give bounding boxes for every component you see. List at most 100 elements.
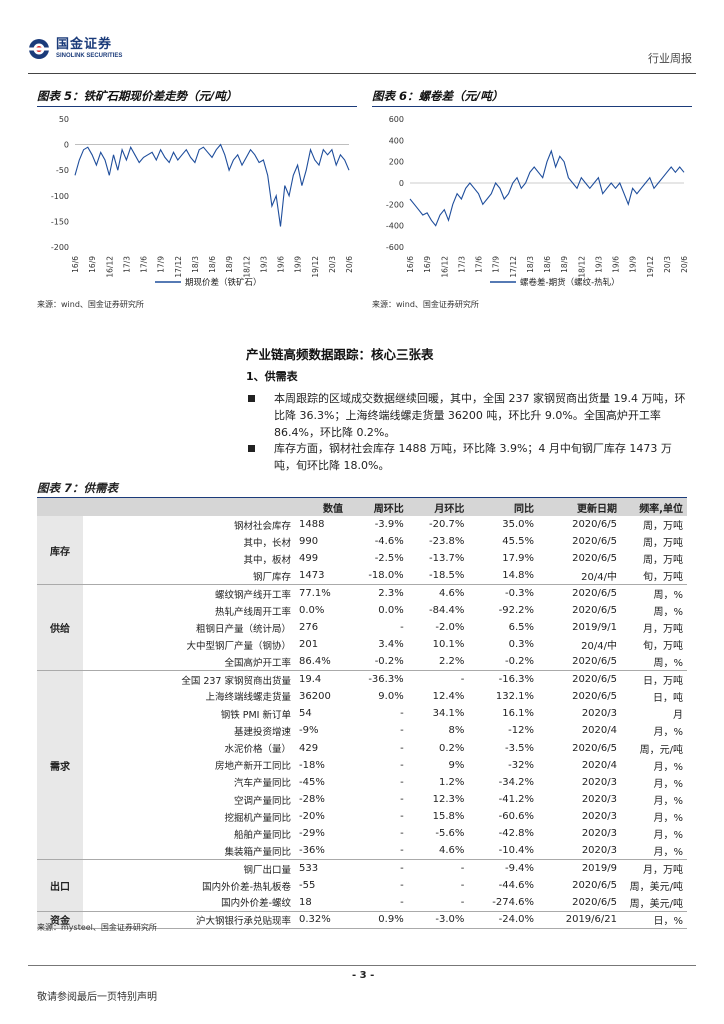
- chart5-ytick-label: -100: [51, 192, 69, 201]
- cell-unit: 周，%: [621, 653, 687, 672]
- cell-mom: 10.1%: [432, 639, 465, 651]
- section-title: 产业链高频数据跟踪：核心三张表: [246, 347, 434, 362]
- chart5-xtick-label: 16/6: [71, 256, 80, 273]
- cell-wow: -: [347, 894, 408, 912]
- figure-5-chart: 50 0 -50 -100 -150 -200 16/6 16/9 16/12 17/3 17/6 1…: [37, 106, 357, 294]
- chart5-xtick-label: 20/3: [328, 256, 337, 273]
- cell-yoy: 17.9%: [502, 553, 535, 565]
- cell-name: 粗钢日产量（统计局）: [195, 623, 291, 635]
- cell-wow: -: [400, 742, 404, 754]
- table-row: 资金 沪大钢银行承兑贴现率 0.32% 0.9% -3.0% -24.0% 2019/6/2…: [37, 911, 687, 930]
- cell-mom: 2.2%: [407, 653, 469, 672]
- cell-val: 990: [299, 536, 319, 548]
- table-row: 粗钢日产量（统计局） 276 - -2.0% 6.5% 2019/9/1 月，万吨: [37, 619, 687, 636]
- chart5-xtick-label: 18/6: [208, 256, 217, 273]
- table-row: 其中，板材 499 -2.5% -13.7% 17.9% 2020/6/5 周，万吨: [37, 550, 687, 567]
- chart5-xtick-label: 17/6: [140, 256, 149, 273]
- cell-val: 36200: [299, 690, 331, 702]
- chart5-xtick-label: 19/12: [311, 256, 320, 278]
- cell-mom: -13.7%: [429, 553, 465, 565]
- chart6-legend-label: 螺卷差-期货（螺纹-热轧）: [520, 277, 620, 288]
- cell-date: 2020/3: [581, 828, 617, 840]
- cell-mom: -23.8%: [429, 536, 465, 548]
- cell-unit: 月，%: [653, 727, 683, 739]
- col-header: 频率,单位: [621, 498, 687, 516]
- cell-unit: 日，%: [621, 911, 687, 930]
- company-logo: 国金证券 SINOLINK SECURITIES: [28, 38, 122, 60]
- footer-divider: [28, 965, 696, 966]
- group-label: 资金: [37, 911, 83, 930]
- table-row: 钢厂库存 1473 -18.0% -18.5% 14.8% 20/4/中 旬，万吨: [37, 567, 687, 586]
- cell-yoy: -16.3%: [498, 674, 535, 686]
- group-label: 库存: [37, 516, 83, 586]
- cell-name: 船舶产量同比: [233, 829, 291, 841]
- cell-mom: 9%: [448, 759, 465, 771]
- cell-date: 2020/6/5: [572, 880, 617, 892]
- col-header: 同比: [468, 498, 539, 516]
- cell-mom: 4.6%: [439, 588, 465, 600]
- chart6-series-line: [409, 149, 685, 227]
- cell-yoy: 14.8%: [468, 567, 539, 586]
- cell-unit: 月，%: [653, 761, 683, 773]
- table-row: 国内外价差-螺纹 18- - -274.6% 2020/6/5 周，美元/吨: [37, 894, 687, 912]
- cell-val: 54: [299, 708, 312, 720]
- bullet-paragraph-1: 本周跟踪的区域成交数据继续回暖，其中，全国 237 家钢贸商出货量 19.4 万…: [246, 390, 686, 441]
- table-row: 上海终端线螺走货量 36200 9.0% 12.4% 132.1% 2020/6/5 日，吨: [37, 688, 687, 705]
- cell-yoy: -3.5%: [505, 742, 535, 754]
- cell-wow: 2.3%: [378, 588, 404, 600]
- table-row: 船舶产量同比 -29% - -5.6% -42.8% 2020/3 月，%: [37, 825, 687, 842]
- cell-name: 其中，长材: [243, 537, 291, 549]
- footer-note: 敬请参阅最后一页特别声明: [37, 992, 157, 1003]
- cell-unit: 月，%: [621, 842, 687, 861]
- cell-val: -18%: [299, 759, 325, 771]
- cell-val: 19.4: [299, 674, 322, 686]
- chart6-ytick-label: -400: [386, 222, 404, 231]
- section-sub-title: 1、供需表: [246, 370, 298, 383]
- chart6-xtick-label: 17/9: [492, 256, 501, 273]
- chart6-ytick-label: 0: [399, 179, 404, 188]
- table-row: 空调产量同比 -28% - 12.3% -41.2% 2020/3 月，%: [37, 791, 687, 808]
- cell-date: 2019/9: [581, 863, 617, 875]
- cell-unit: 月，%: [653, 796, 683, 808]
- chart5-xtick-label: 20/6: [345, 256, 354, 273]
- cell-name: 沪大钢银行承兑贴现率: [83, 911, 295, 930]
- cell-val: 86.4%: [295, 653, 347, 672]
- cell-unit: 周，%: [653, 590, 683, 602]
- chart6-xtick-label: 19/12: [646, 256, 655, 278]
- cell-val: 533: [299, 863, 319, 875]
- chart6-xtick-label: 16/9: [423, 256, 432, 273]
- report-type: 行业周报: [648, 52, 692, 65]
- cell-name: 挖掘机产量同比: [224, 812, 291, 824]
- cell-wow: -18.0%: [347, 567, 408, 586]
- cell-wow: -3.9%: [374, 519, 404, 531]
- cell-val: 499: [299, 553, 319, 565]
- cell-val: -36%: [295, 842, 347, 861]
- cell-name: 钢厂库存: [83, 567, 295, 586]
- cell-val: -20%: [299, 811, 325, 823]
- chart6-ytick-label: 400: [389, 136, 404, 145]
- cell-unit: 周，万吨: [643, 521, 683, 533]
- col-header: 周环比: [347, 498, 408, 516]
- cell-yoy: 6.5%: [508, 622, 535, 634]
- chart5-ytick-label: -50: [56, 166, 69, 175]
- cell-wow: -4.6%: [374, 536, 404, 548]
- cell-val: -45%: [299, 776, 325, 788]
- chart5-xtick-label: 19/6: [277, 256, 286, 273]
- cell-yoy: 16.1%: [502, 708, 535, 720]
- cell-name: 其中，板材: [243, 554, 291, 566]
- cell-yoy: 132.1%: [495, 690, 535, 702]
- figure-5-source: 来源：wind、国金证券研究所: [37, 300, 144, 309]
- chart6-xtick-label: 19/3: [594, 256, 603, 273]
- cell-date: 2019/9/1: [572, 622, 617, 634]
- cell-unit: 周，%: [653, 607, 683, 619]
- chart5-xtick-label: 18/9: [225, 256, 234, 273]
- cell-yoy: -12%: [508, 725, 535, 737]
- table-row: 水泥价格（量） 429 - 0.2% -3.5% 2020/6/5 周，元/吨: [37, 739, 687, 756]
- cell-mom: -84.4%: [429, 605, 465, 617]
- cell-mom: 1.2%: [439, 776, 465, 788]
- cell-val: -29%: [299, 828, 325, 840]
- chart6-xtick-label: 18/6: [543, 256, 552, 273]
- cell-yoy: -32%: [508, 759, 535, 771]
- table-row: 基建投资增速 -9% - 8% -12% 2020/4 月，%: [37, 722, 687, 739]
